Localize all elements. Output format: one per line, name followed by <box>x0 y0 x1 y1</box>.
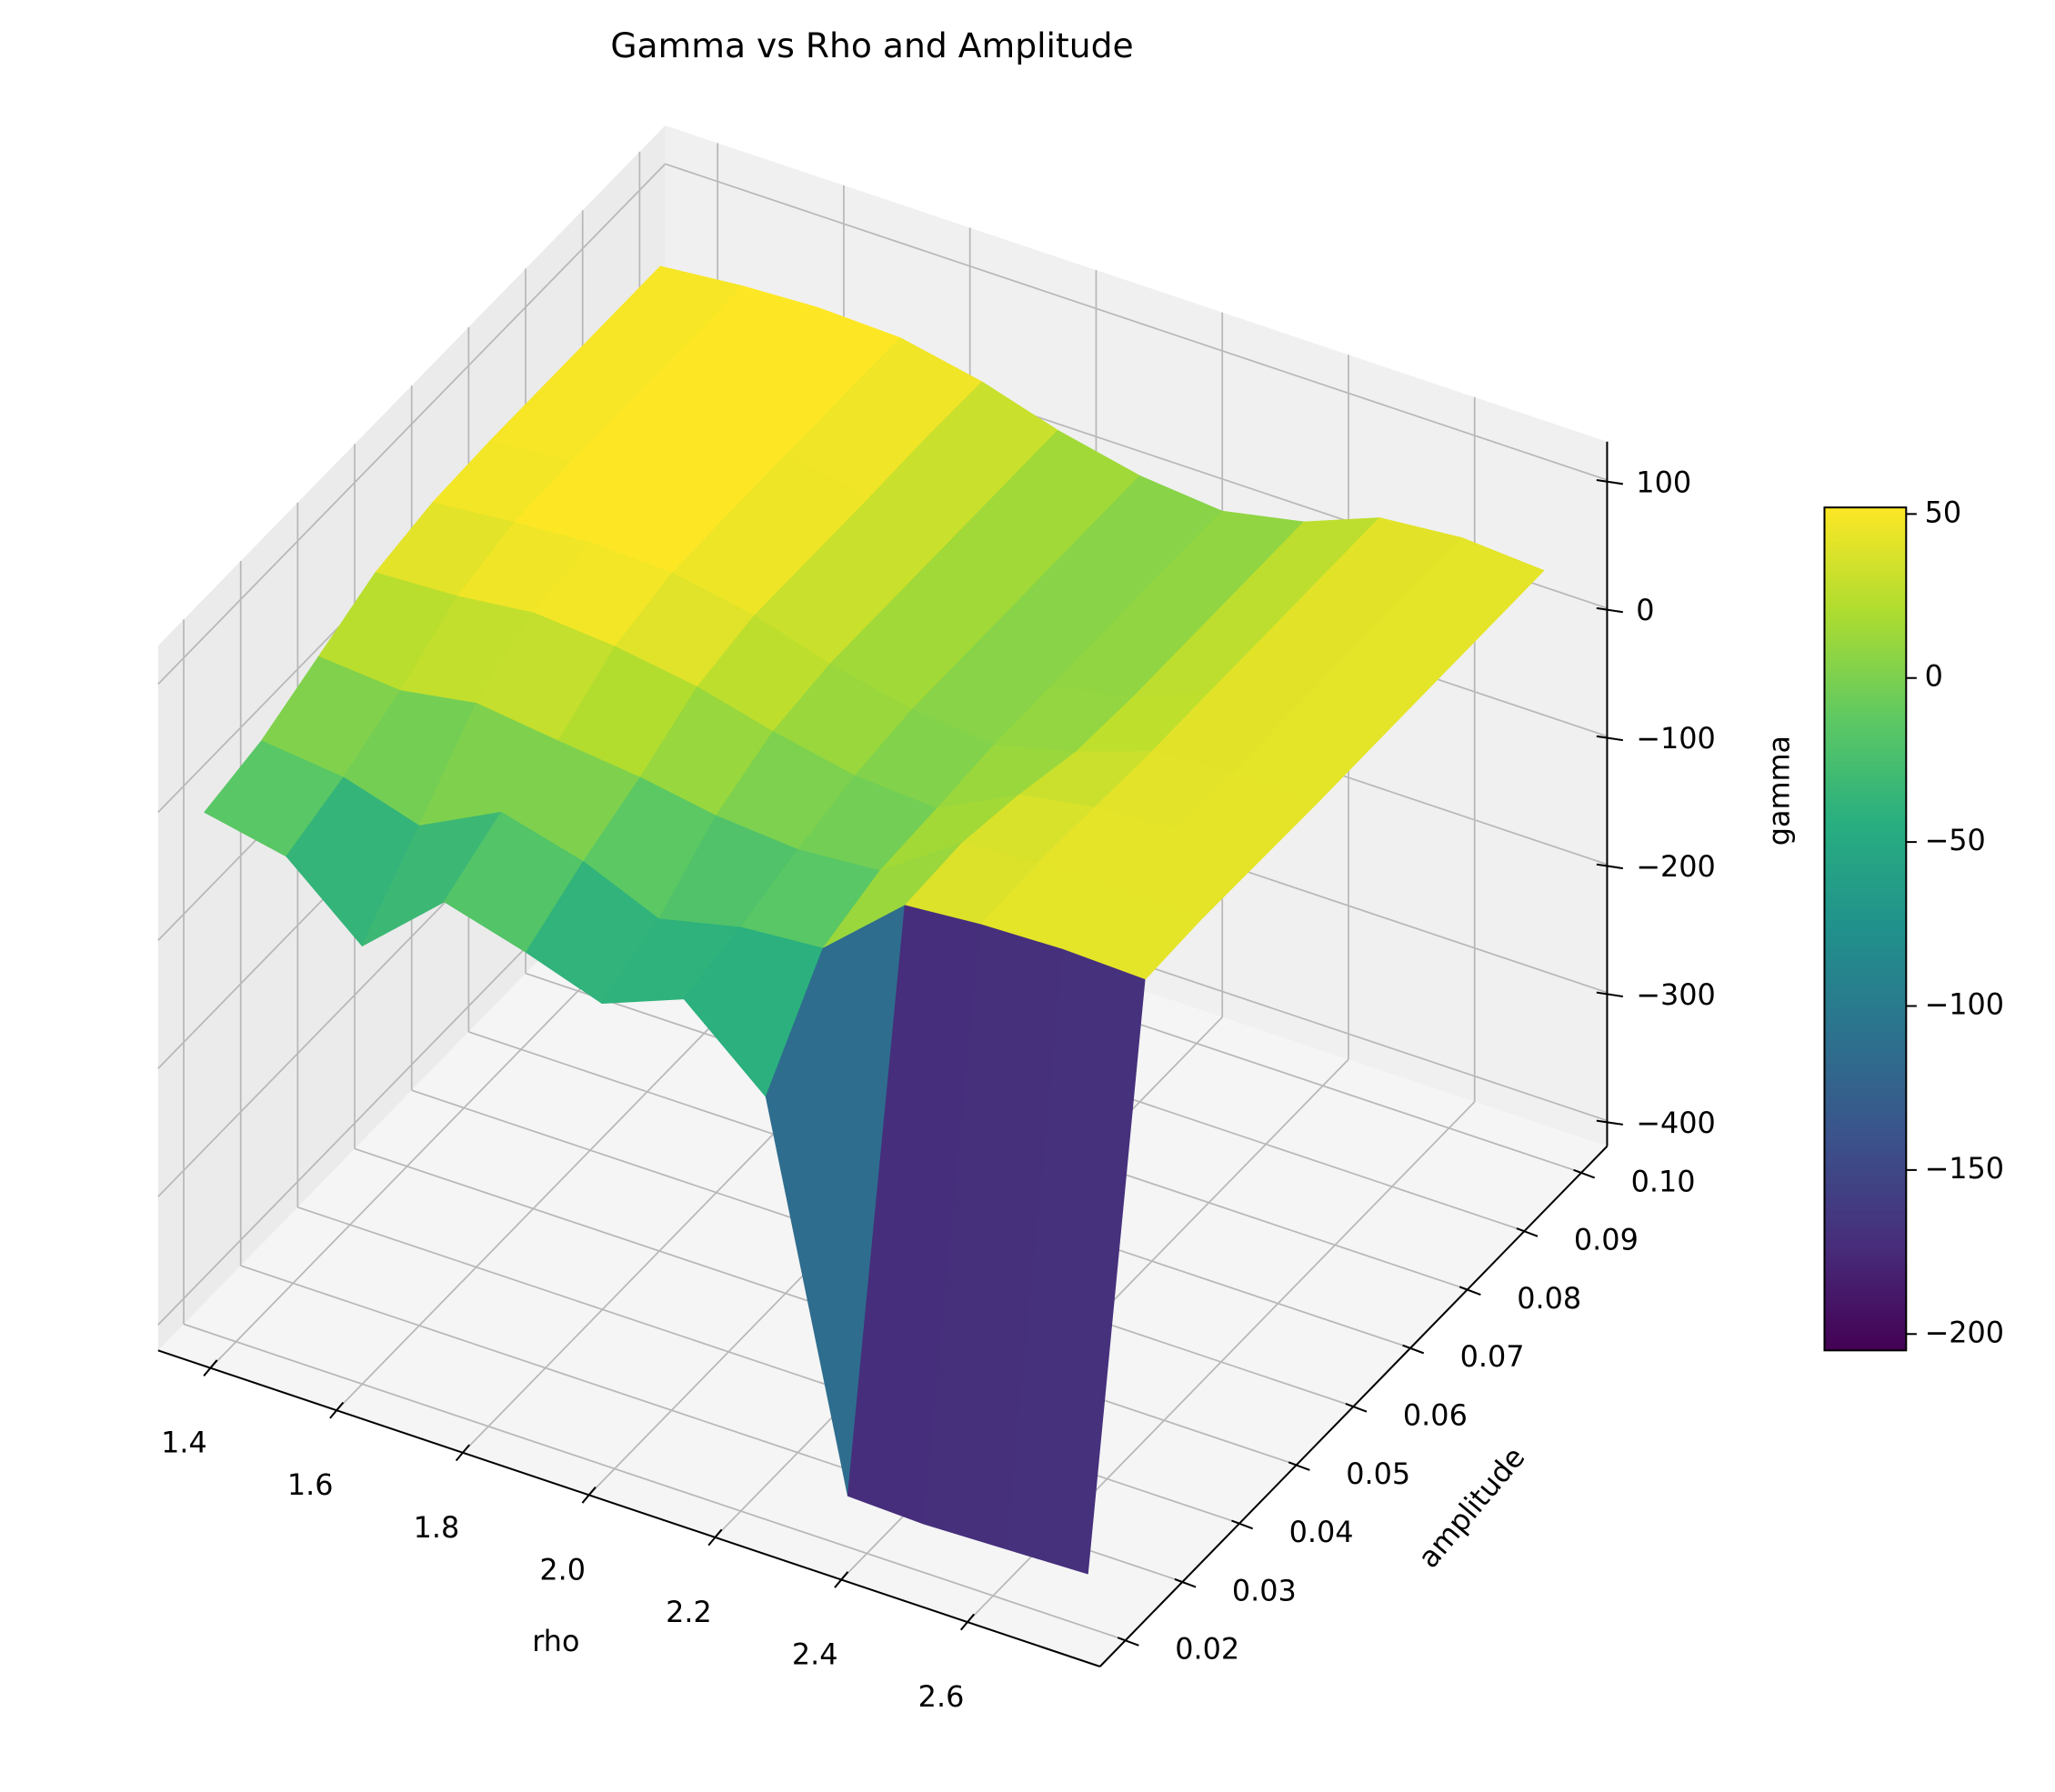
x-tick <box>203 1359 218 1377</box>
colorbar-tick-label: −150 <box>1925 1151 2005 1186</box>
y-tick <box>1459 1286 1481 1296</box>
colorbar-tick-label: −200 <box>1925 1315 2005 1349</box>
y-tick <box>1516 1227 1539 1237</box>
colorbar-tick-label: 0 <box>1925 659 1943 694</box>
chart-title: Gamma vs Rho and Amplitude <box>610 25 1133 65</box>
y-tick-label: 0.03 <box>1232 1573 1297 1607</box>
x-tick <box>707 1528 723 1547</box>
x-tick-label: 2.4 <box>792 1637 838 1672</box>
grid-line <box>183 1323 1127 1641</box>
y-tick <box>1573 1168 1596 1179</box>
z-tick <box>1596 478 1623 486</box>
x-axis-label: rho <box>532 1624 579 1658</box>
z-tick-label: −300 <box>1636 977 1716 1012</box>
y-tick-label: 0.02 <box>1175 1632 1239 1667</box>
y-tick <box>1402 1344 1425 1355</box>
grid-line <box>665 163 1608 481</box>
z-tick-label: 0 <box>1636 593 1654 627</box>
z-tick <box>1596 735 1623 742</box>
y-tick-label: 0.07 <box>1460 1339 1525 1374</box>
colorbar <box>1823 506 1908 1352</box>
z-axis-label: gamma <box>1762 736 1797 846</box>
x-tick-label: 2.6 <box>918 1679 965 1714</box>
y-tick <box>1288 1461 1310 1471</box>
x-tick-label: 1.4 <box>161 1426 207 1460</box>
x-tick <box>455 1444 470 1462</box>
y-tick-label: 0.09 <box>1574 1223 1639 1257</box>
x-axis-line <box>157 1349 1101 1667</box>
y-tick-label: 0.05 <box>1346 1457 1410 1491</box>
y-tick <box>1117 1637 1139 1647</box>
z-tick <box>1596 863 1623 870</box>
z-tick-label: −400 <box>1636 1106 1716 1140</box>
y-tick <box>1231 1519 1254 1530</box>
colorbar-tick-label: −100 <box>1925 986 2005 1021</box>
z-tick <box>1596 1119 1623 1126</box>
z-tick <box>1596 606 1623 614</box>
y-tick-label: 0.06 <box>1403 1397 1468 1432</box>
colorbar-tick-label: 50 <box>1925 495 1962 529</box>
x-tick-label: 1.6 <box>287 1467 334 1502</box>
y-tick <box>1345 1403 1368 1413</box>
x-tick-label: 1.8 <box>414 1510 460 1545</box>
z-tick <box>1596 991 1623 998</box>
x-tick-label: 2.0 <box>539 1552 586 1587</box>
x-tick <box>581 1487 596 1504</box>
y-tick-label: 0.04 <box>1289 1515 1354 1549</box>
x-tick <box>834 1571 849 1588</box>
grid-line <box>157 163 667 686</box>
y-tick-label: 0.08 <box>1517 1281 1581 1316</box>
y-tick <box>1174 1577 1197 1588</box>
z-tick-label: −100 <box>1636 721 1716 756</box>
colorbar-tick-label: −50 <box>1925 823 1986 857</box>
z-tick-label: 100 <box>1636 465 1691 499</box>
x-tick-label: 2.2 <box>666 1595 712 1629</box>
x-tick <box>329 1401 345 1419</box>
y-axis-label: amplitude <box>1411 1440 1532 1575</box>
y-tick-label: 0.10 <box>1631 1164 1696 1198</box>
surface-face <box>1005 948 1146 1575</box>
z-tick-label: −200 <box>1636 849 1716 884</box>
x-tick <box>959 1613 976 1631</box>
